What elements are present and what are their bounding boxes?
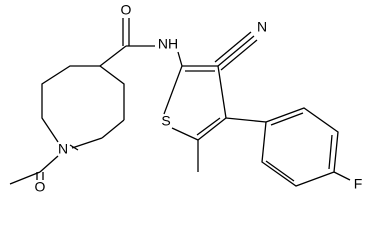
bond xyxy=(261,107,339,187)
bond xyxy=(71,137,103,149)
bond xyxy=(99,45,127,67)
bond xyxy=(217,65,227,119)
bond xyxy=(333,171,351,181)
bond xyxy=(328,134,333,170)
bond xyxy=(39,155,59,173)
bond xyxy=(9,171,41,185)
bond xyxy=(99,65,125,120)
atom-label: F xyxy=(354,176,363,192)
bond xyxy=(217,35,255,67)
bonds xyxy=(9,18,351,187)
bond xyxy=(163,65,183,115)
atom-labels: O NH N N S O F xyxy=(35,2,363,195)
bond xyxy=(220,39,258,71)
bond xyxy=(265,160,295,182)
atom-label: O xyxy=(121,2,132,18)
bond xyxy=(197,117,227,141)
atom-label: NH xyxy=(158,36,178,52)
bond xyxy=(225,117,267,123)
bond xyxy=(214,31,252,63)
bond xyxy=(101,119,125,139)
atom-label: O xyxy=(35,179,46,195)
atom-label: N xyxy=(58,141,68,157)
atom-label: S xyxy=(161,113,170,129)
molecule: O NH N N S O F xyxy=(9,2,363,195)
bond xyxy=(270,112,304,126)
bond xyxy=(177,51,183,67)
bond xyxy=(196,117,221,136)
bond xyxy=(171,127,199,141)
atom-label: N xyxy=(257,19,267,35)
bond xyxy=(41,65,100,143)
